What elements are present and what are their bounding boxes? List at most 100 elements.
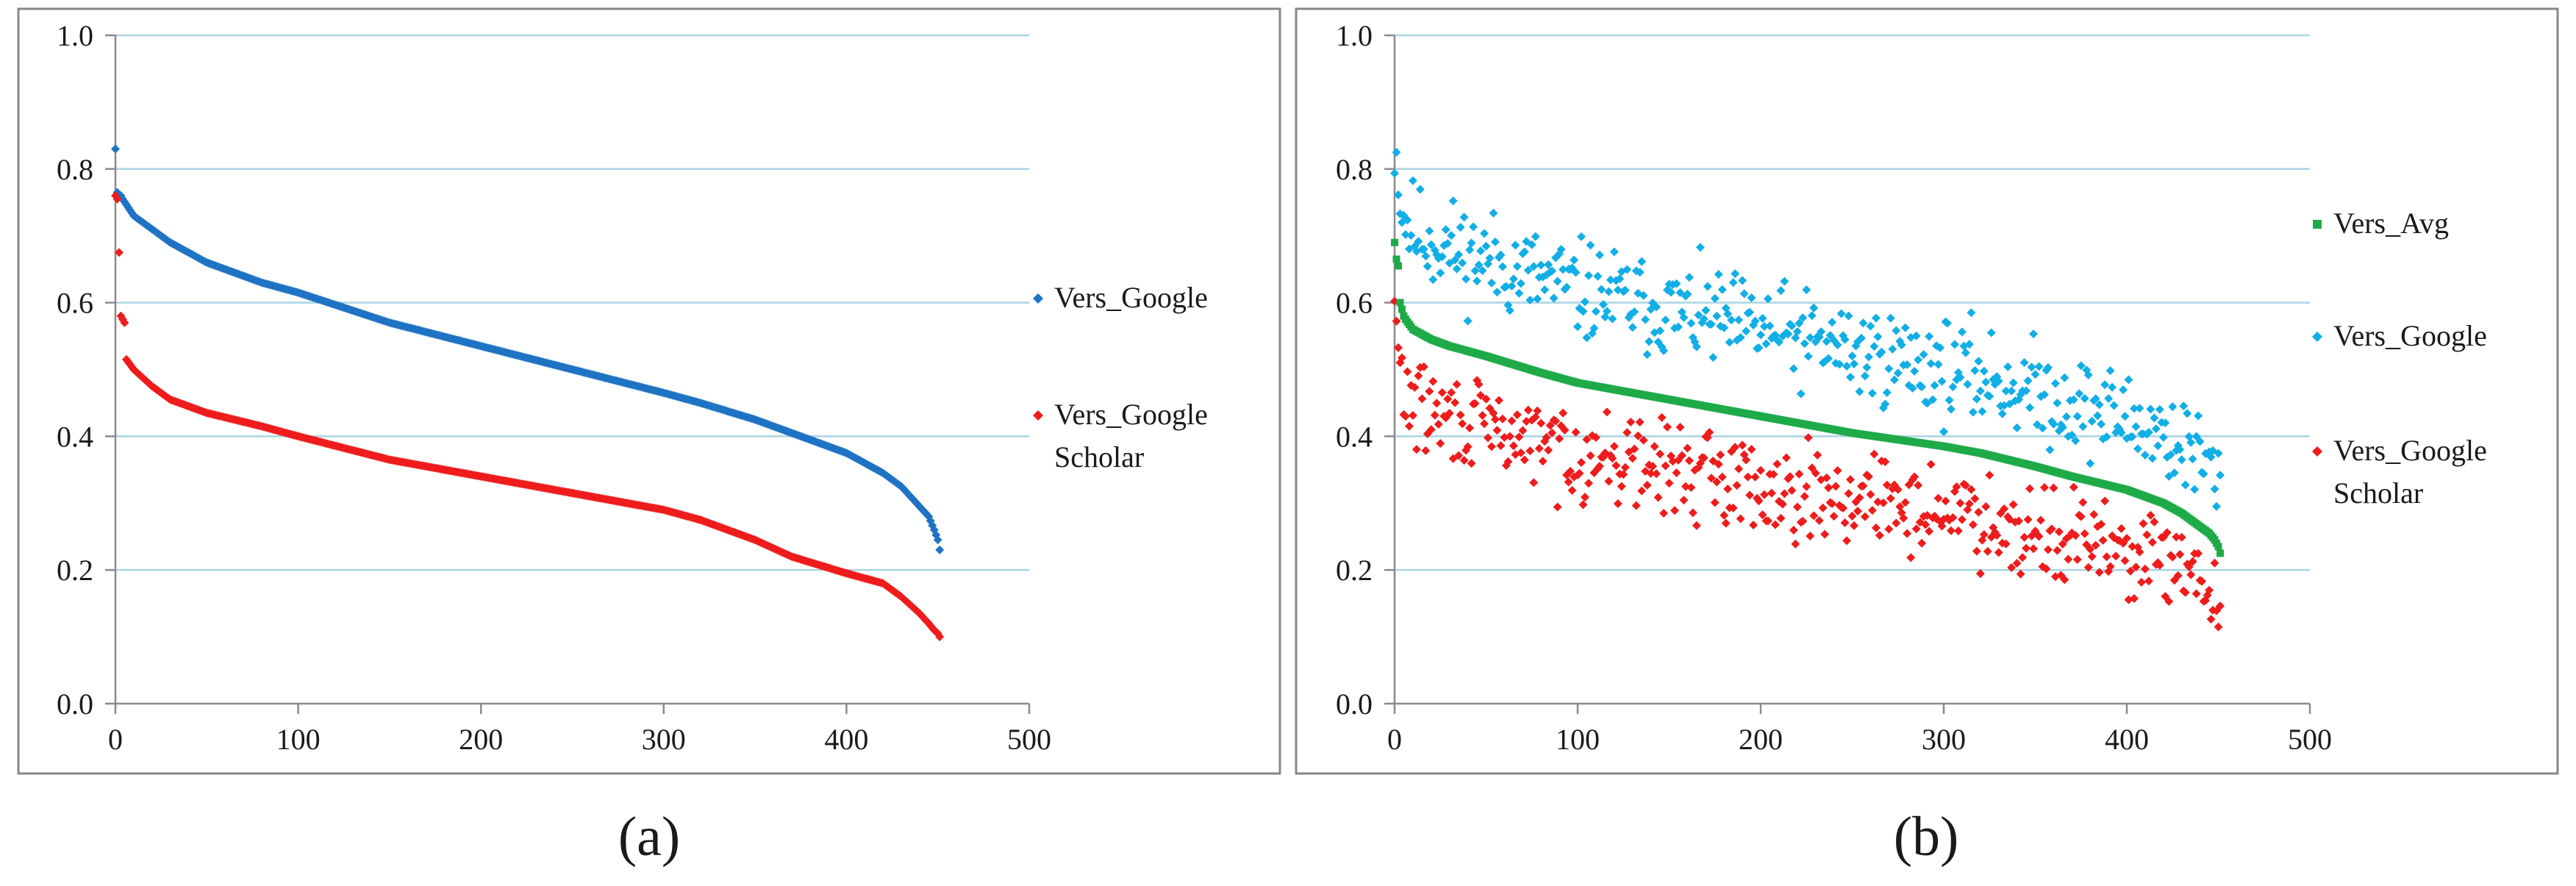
- point-google-light: [1948, 382, 1958, 392]
- point-scholar: [1800, 492, 1809, 501]
- point-scholar: [1534, 443, 1544, 453]
- point-scholar: [2125, 566, 2135, 576]
- point-google-light: [1576, 232, 1586, 241]
- point-google-light: [2144, 428, 2153, 437]
- point-google-light: [2212, 501, 2222, 511]
- point-scholar: [1756, 465, 1765, 475]
- point-scholar: [1626, 418, 1636, 427]
- point-google-light: [1641, 315, 1650, 324]
- point-scholar: [1481, 394, 1491, 404]
- point-scholar: [1520, 455, 1529, 465]
- point-google-light: [1452, 264, 1461, 274]
- point-scholar: [2029, 544, 2039, 554]
- point-google-light: [2039, 390, 2049, 399]
- point-google-light: [1436, 268, 1445, 278]
- point-google-light: [1679, 312, 1689, 322]
- point-google-light: [1867, 388, 1877, 398]
- point-google-light: [1745, 307, 1755, 317]
- point-scholar: [1531, 412, 1540, 422]
- point-google-light: [1836, 309, 1846, 318]
- point-google-light: [1467, 238, 1476, 248]
- point-google-light: [1659, 346, 1669, 355]
- point-google-light: [2180, 480, 2190, 490]
- point-google-light: [1392, 148, 1401, 157]
- point-scholar: [2128, 542, 2137, 551]
- legend-label: Vers_Google: [2333, 319, 2487, 352]
- point-scholar: [1968, 520, 1978, 529]
- point-google-light: [1974, 357, 1983, 366]
- point-google-light: [1840, 335, 1850, 344]
- legend-entry-vers-google-scholar: Vers_Google Scholar: [2312, 434, 2487, 510]
- point-scholar: [1853, 507, 1862, 516]
- point-google-light: [1892, 326, 1901, 335]
- point-google-light: [2058, 423, 2067, 432]
- point-google-light: [1408, 176, 1417, 185]
- point-google-light: [1529, 262, 1539, 271]
- legend-label: Vers_Google Scholar: [1054, 398, 1208, 474]
- point-google-light: [1803, 351, 1813, 361]
- point-google-light: [1598, 300, 1608, 310]
- point-google-light: [2067, 430, 2077, 440]
- point-google-light: [1400, 229, 1410, 239]
- point-google-light: [2027, 362, 2036, 372]
- point-scholar: [2139, 519, 2148, 529]
- point-scholar: [2135, 547, 2144, 557]
- point-google-light: [1817, 327, 1826, 337]
- point-google-light: [1937, 376, 1947, 386]
- point-google-light: [1571, 268, 1581, 277]
- point-google-light: [2108, 382, 2117, 392]
- point-scholar: [2023, 515, 2033, 524]
- point-scholar: [1933, 493, 1943, 503]
- point-scholar: [1811, 468, 1820, 478]
- point-google-light: [1573, 322, 1582, 332]
- point-google-light: [1963, 379, 1972, 389]
- point-scholar: [2175, 550, 2185, 560]
- point-scholar: [1952, 482, 1961, 492]
- point-google-light: [1570, 255, 1579, 265]
- point-scholar: [2146, 510, 2155, 520]
- point-google-light: [1759, 321, 1769, 331]
- point-google-light: [2109, 401, 2119, 410]
- point-scholar: [2197, 576, 2207, 586]
- point-google-light: [2043, 362, 2053, 372]
- point-scholar: [1925, 526, 1934, 536]
- point-google-light: [1559, 265, 1568, 274]
- point-scholar: [1809, 511, 1819, 521]
- point-scholar: [1866, 490, 1875, 499]
- point-scholar: [1566, 466, 1575, 476]
- panel-b-x-tick: 300: [1922, 723, 1966, 756]
- point-scholar: [1458, 419, 1467, 429]
- point-google-light: [1630, 307, 1639, 317]
- point-scholar: [1961, 481, 1970, 490]
- point-google-light: [1747, 293, 1756, 303]
- point-google: [111, 144, 120, 154]
- point-google-light: [2215, 471, 2225, 480]
- point-scholar: [2087, 551, 2097, 561]
- point-google-light: [1456, 223, 1465, 232]
- point-google-light: [1443, 238, 1453, 248]
- point-google-light: [2003, 362, 2013, 371]
- point-google-light: [2195, 437, 2205, 446]
- point-google-light: [1717, 285, 1727, 294]
- point-scholar: [1620, 462, 1630, 472]
- point-scholar: [1542, 432, 1551, 442]
- point-scholar: [1518, 426, 1528, 435]
- point-google-light: [1972, 394, 1981, 404]
- point-scholar: [1743, 472, 1753, 482]
- point-scholar: [1842, 536, 1852, 546]
- point-google-light: [1758, 314, 1767, 324]
- point-scholar: [2014, 516, 2024, 526]
- point-scholar: [1747, 445, 1756, 454]
- point-google-light: [2210, 485, 2219, 494]
- point-scholar: [1447, 387, 1456, 397]
- point-google-light: [1709, 353, 1718, 362]
- point-google-light: [1986, 328, 1996, 337]
- point-scholar: [2043, 545, 2053, 554]
- point-scholar: [1970, 494, 1980, 504]
- point-google-light: [1847, 351, 1857, 361]
- point-scholar: [1738, 440, 1747, 450]
- panel-b-y-tick: 0.4: [1336, 420, 1373, 453]
- point-scholar: [1492, 426, 1502, 435]
- point-google-light: [1970, 365, 1980, 375]
- point-google-light: [1795, 318, 1804, 328]
